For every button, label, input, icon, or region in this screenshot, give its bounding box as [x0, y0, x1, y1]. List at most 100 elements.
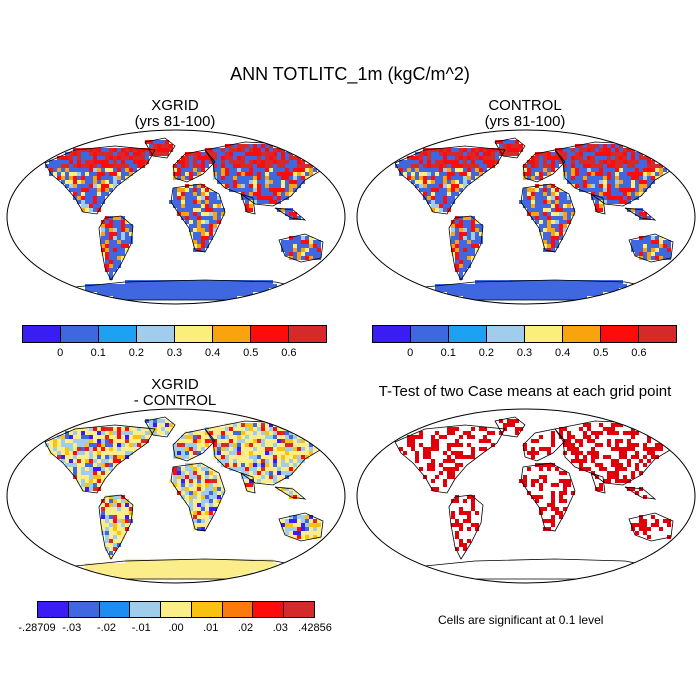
colorbar-tick-label: 0.6 — [281, 347, 297, 359]
colorbar-tick-label: 0.3 — [166, 347, 183, 359]
colorbar-tick-label: 0.5 — [243, 347, 259, 359]
panel-title-line2: (yrs 81-100) — [484, 113, 566, 130]
colorbar-tick-label: 0.1 — [90, 347, 106, 359]
map-control — [356, 129, 696, 305]
map-ttest — [356, 408, 696, 584]
coastline — [172, 428, 216, 462]
colorbar-control-labels: 0 0.1 0.2 0.3 0.4 0.5 0.6 — [372, 347, 677, 361]
colorbar-swatch — [449, 326, 487, 342]
colorbar-swatch — [411, 326, 449, 342]
map-border — [6, 408, 346, 584]
colorbar-tick-label: -.28709 — [18, 622, 56, 634]
colorbar-swatch — [161, 602, 192, 617]
colorbar-difference — [37, 601, 315, 618]
colorbar-tick-label: 0.6 — [631, 347, 647, 359]
colorbar-swatch — [68, 602, 100, 617]
colorbar-tick-label: 0.2 — [128, 347, 145, 359]
map-content — [44, 137, 328, 301]
colorbar-control — [372, 325, 677, 343]
colorbar-tick-label: .02 — [237, 622, 254, 634]
colorbar-tick-label: 0.1 — [440, 347, 456, 359]
colorbar-tick-label: 0.3 — [516, 347, 533, 359]
coastline — [98, 494, 134, 560]
coastline — [44, 145, 156, 215]
figure-title: ANN TOTLITC_1m (kgC/m^2) — [230, 64, 470, 84]
coastline — [274, 486, 307, 500]
map-border — [6, 129, 346, 305]
coastline — [590, 193, 606, 215]
coastline — [628, 233, 674, 263]
coastline — [520, 183, 576, 253]
coastline — [170, 462, 226, 532]
coastline — [274, 207, 307, 221]
coastline — [240, 193, 256, 215]
colorbar-swatch — [563, 326, 601, 342]
coastline — [278, 512, 324, 542]
colorbar-swatch — [175, 326, 213, 342]
colorbar-tick-label: .01 — [203, 622, 219, 634]
panel-title-difference: XGRID - CONTROL — [60, 377, 290, 409]
panel-title-line1: XGRID — [151, 97, 199, 114]
colorbar-swatch — [284, 602, 315, 617]
colorbar-swatch — [487, 326, 525, 342]
colorbar-tick-label: .42856 — [298, 622, 332, 634]
coastline — [494, 137, 526, 159]
colorbar-tick-label: -.03 — [62, 622, 82, 634]
map-content — [44, 416, 328, 580]
colorbar-tick-label: .03 — [272, 622, 288, 634]
map-border — [356, 129, 696, 305]
colorbar-tick-label: .00 — [168, 622, 184, 634]
map-xgrid — [6, 129, 346, 305]
map-content — [394, 416, 678, 580]
panel-title-control: CONTROL (yrs 81-100) — [410, 98, 640, 130]
panel-title-line1: XGRID — [151, 376, 199, 393]
panel-title-line1: T-Test of two Case means at each grid po… — [378, 383, 672, 400]
coastline — [624, 486, 657, 500]
colorbar-tick-label: 0 — [407, 347, 414, 359]
coastline — [394, 145, 506, 215]
colorbar-swatch — [601, 326, 639, 342]
colorbar-tick-label: 0.4 — [204, 347, 221, 359]
colorbar-swatch — [373, 326, 411, 342]
coastline — [394, 424, 506, 494]
colorbar-swatch — [99, 326, 137, 342]
colorbar-swatch — [213, 326, 251, 342]
colorbar-swatch — [23, 326, 61, 342]
coastline — [522, 149, 566, 183]
colorbar-swatch — [137, 326, 175, 342]
coastline — [240, 472, 256, 494]
colorbar-tick-label: 0.5 — [593, 347, 609, 359]
colorbar-swatch — [191, 602, 223, 617]
coastline — [520, 462, 576, 532]
coastline — [170, 183, 226, 253]
colorbar-swatch — [99, 602, 131, 617]
panel-title-xgrid: XGRID (yrs 81-100) — [60, 98, 290, 130]
panel-title-ttest: T-Test of two Case means at each grid po… — [352, 384, 698, 400]
panel-title-line2: - CONTROL — [133, 392, 217, 409]
significance-note: Cells are significant at 0.1 level — [438, 613, 604, 627]
coastline — [144, 137, 176, 159]
colorbar-swatch — [251, 326, 289, 342]
coastline — [144, 416, 176, 438]
coastline — [172, 149, 216, 183]
map-difference — [6, 408, 346, 584]
coastline — [522, 428, 566, 462]
colorbar-xgrid-labels: 0 0.1 0.2 0.3 0.4 0.5 0.6 — [22, 347, 327, 361]
coastline — [44, 424, 156, 494]
colorbar-difference-labels: -.28709 -.03 -.02 -.01 .00 .01 .02 .03 .42856 — [18, 622, 331, 636]
colorbar-swatch — [61, 326, 99, 342]
coastline — [98, 215, 134, 281]
colorbar-tick-label: -.01 — [131, 622, 151, 634]
colorbar-swatch — [253, 602, 285, 617]
coastline — [278, 233, 324, 263]
coastline — [448, 215, 484, 281]
colorbar-swatch — [130, 602, 162, 617]
coastline — [590, 472, 606, 494]
coastline — [448, 494, 484, 560]
panel-title-line2: (yrs 81-100) — [134, 113, 216, 130]
coastline — [494, 416, 526, 438]
colorbar-tick-label: 0 — [57, 347, 64, 359]
coastline — [628, 512, 674, 542]
colorbar-swatch — [289, 326, 326, 342]
colorbar-xgrid — [22, 325, 327, 343]
